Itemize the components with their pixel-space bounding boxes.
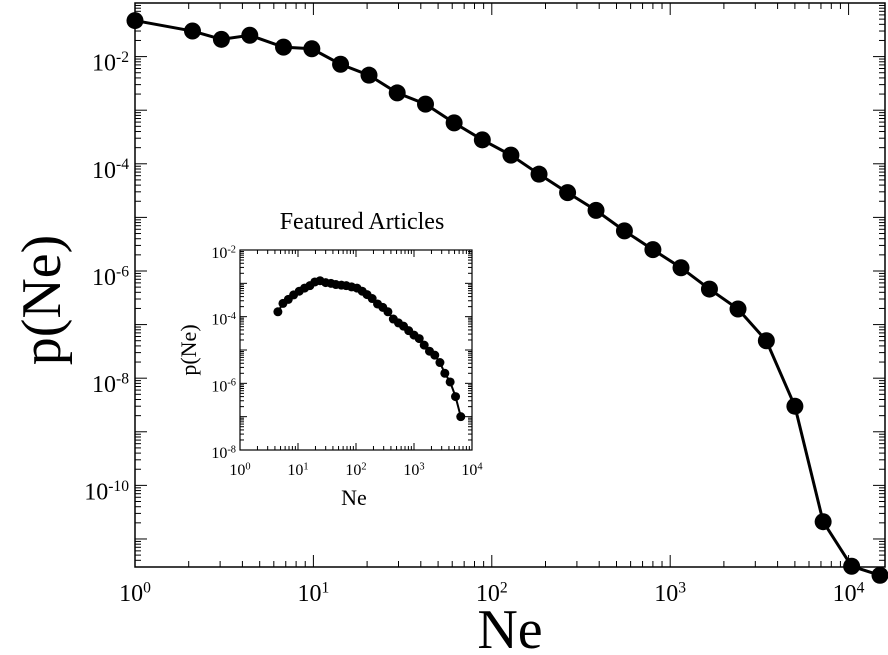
- data-point: [126, 12, 144, 30]
- main-tick-labels: 100 101 102 103 104 10-2 10-4 10-6 10-8 10-10: [84, 49, 864, 607]
- x-tick-label: 104: [461, 461, 483, 479]
- data-point: [440, 368, 450, 378]
- inset-series: [273, 276, 466, 422]
- main-plot-frame: [134, 2, 886, 568]
- y-tick-label: 10-2: [211, 244, 236, 262]
- data-point: [451, 392, 461, 402]
- data-point: [757, 332, 775, 350]
- y-tick-label: 10-4: [211, 311, 236, 329]
- data-point: [445, 114, 463, 132]
- y-tick-label: 10-6: [211, 378, 236, 396]
- x-tick-label: 100: [119, 579, 151, 607]
- data-point: [445, 377, 455, 387]
- data-point: [275, 38, 293, 56]
- data-point: [360, 66, 378, 84]
- inset-tick-labels: 100 101 102 103 104 10-2 10-4 10-6 10-8: [211, 244, 483, 479]
- data-point: [530, 165, 548, 183]
- data-point: [644, 241, 662, 259]
- x-tick-label: 102: [476, 579, 508, 607]
- y-tick-label: 10-6: [92, 263, 129, 291]
- y-tick-label: 10-8: [92, 371, 129, 399]
- y-tick-label: 10-8: [211, 444, 236, 462]
- data-point: [303, 40, 321, 58]
- main-chart: 100 101 102 103 104 10-2 10-4 10-6 10-8 10-10 p(N…: [11, 2, 888, 655]
- x-tick-label: 100: [229, 461, 250, 479]
- data-point: [615, 222, 633, 240]
- data-point: [183, 22, 201, 40]
- x-tick-label: 101: [297, 579, 329, 607]
- inset-chart: 100 101 102 103 104 10-2 10-4 10-6 10-8 Featured…: [176, 209, 483, 510]
- data-point: [871, 566, 888, 584]
- x-tick-label: 103: [403, 461, 424, 479]
- data-point: [383, 307, 393, 317]
- inset-y-axis-title: p(Ne): [176, 324, 201, 375]
- x-tick-label: 101: [287, 461, 308, 479]
- data-point: [587, 201, 605, 219]
- data-point: [332, 55, 350, 73]
- main-series: [126, 12, 888, 584]
- data-point: [700, 280, 718, 298]
- main-x-axis-title: Ne: [477, 599, 542, 655]
- y-tick-label: 10-4: [92, 156, 129, 184]
- data-point: [419, 340, 429, 350]
- data-point: [473, 131, 491, 149]
- inset-ticks: [239, 249, 473, 451]
- data-point: [273, 307, 283, 317]
- data-point: [814, 513, 832, 531]
- main-ticks: [134, 2, 885, 568]
- inset-background: [240, 250, 472, 450]
- data-point: [388, 84, 406, 102]
- data-point: [502, 146, 520, 164]
- y-tick-label: 10-10: [84, 478, 129, 506]
- x-tick-label: 102: [345, 461, 366, 479]
- data-point: [212, 30, 230, 48]
- data-point: [672, 259, 690, 277]
- data-point: [456, 412, 466, 422]
- inset-title: Featured Articles: [280, 209, 445, 235]
- data-point: [843, 557, 861, 575]
- x-tick-label: 103: [654, 579, 686, 607]
- data-point: [559, 184, 577, 202]
- data-point: [241, 26, 259, 44]
- data-point: [786, 397, 804, 415]
- data-point: [729, 300, 747, 318]
- data-point: [416, 95, 434, 113]
- x-tick-label: 104: [833, 579, 865, 607]
- y-tick-label: 10-2: [92, 49, 129, 77]
- data-point: [414, 334, 424, 344]
- main-y-axis-title: p(Ne): [11, 235, 73, 366]
- data-point: [435, 358, 445, 368]
- data-point: [430, 350, 440, 360]
- inset-x-axis-title: Ne: [341, 485, 367, 510]
